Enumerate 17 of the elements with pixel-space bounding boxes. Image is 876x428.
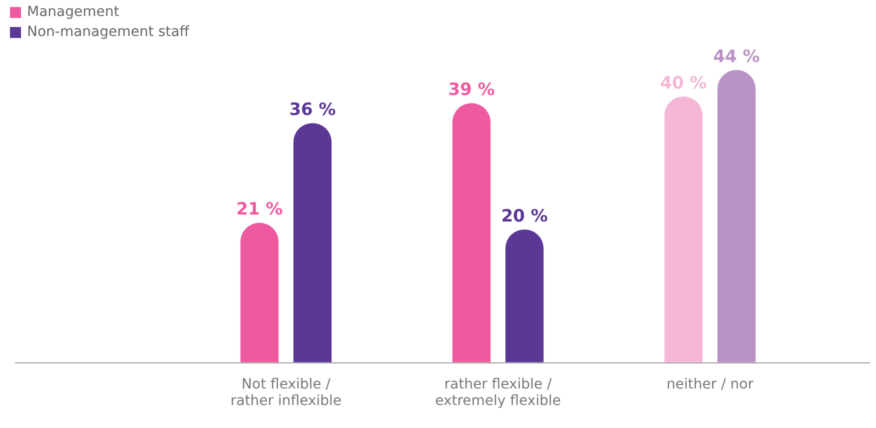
legend-label: Non-management staff [27,23,190,42]
bar [293,123,332,362]
bar [240,222,279,362]
x-tick-label: Not flexible / rather inflexible [230,376,342,410]
bar [664,96,703,362]
data-label: 44 % [713,46,760,67]
data-label: 40 % [660,73,707,94]
data-label: 21 % [236,200,283,220]
x-tick-label: neither / nor [666,376,754,392]
data-label: 20 % [501,206,548,226]
data-label: 39 % [448,80,495,100]
bar [452,103,491,362]
bar [717,70,756,362]
bar [505,229,544,362]
x-tick-label: rather flexible / extremely flexible [435,376,561,410]
legend-label: Management [27,3,120,22]
data-label: 36 % [289,100,336,120]
